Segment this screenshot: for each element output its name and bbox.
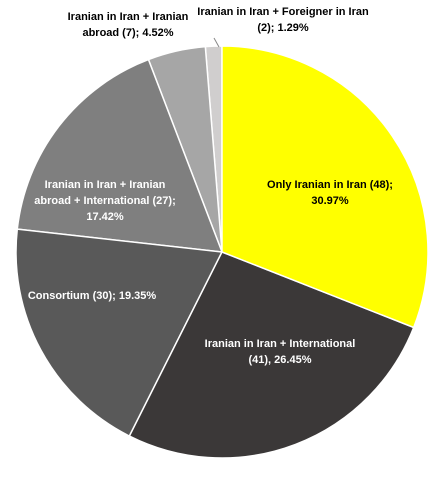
data-label: Iranian in Iran + Foreigner in Iran (2);…: [197, 6, 369, 34]
data-label: Iranian in Iran + International (41), 26…: [204, 338, 356, 366]
data-label: Consortium (30); 19.35%: [27, 290, 157, 302]
pie-slice: [221, 45, 429, 329]
data-label: Iranian in Iran + Iranian abroad + Inter…: [34, 179, 176, 223]
pie-slice: [16, 58, 224, 253]
pie-slice: [128, 251, 415, 459]
leader-line: [213, 37, 220, 48]
data-label: Only Iranian in Iran (48); 30.97%: [267, 179, 393, 207]
data-label: Iranian in Iran + Iranian abroad (7); 4.…: [67, 11, 189, 39]
pie-slice: [15, 228, 224, 438]
